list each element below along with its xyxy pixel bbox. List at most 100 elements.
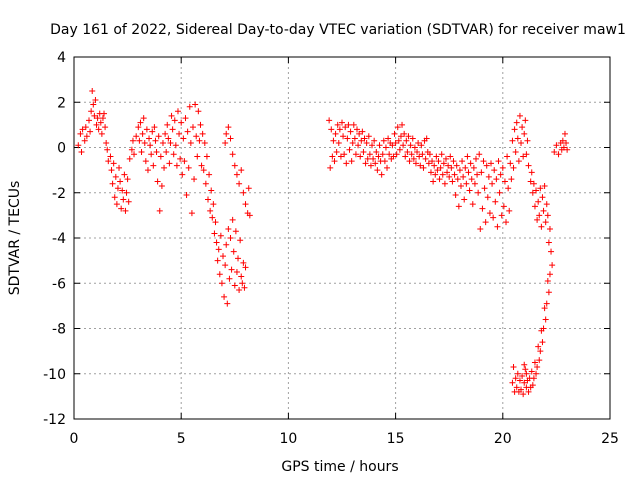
data-point [373,149,380,156]
data-point [429,158,436,165]
data-point [157,153,164,160]
data-point [224,300,231,307]
data-point [196,137,203,144]
data-point [519,373,526,380]
data-point [361,135,368,142]
data-point [168,112,175,119]
data-point [445,162,452,169]
data-point [121,171,128,178]
data-point [79,126,86,133]
data-point [82,124,89,131]
data-point [536,212,543,219]
x-tick-label: 5 [177,431,186,447]
data-point [176,130,183,137]
data-point [453,162,460,169]
x-tick-label: 20 [494,431,512,447]
data-point [385,135,392,142]
data-point [559,137,566,144]
data-point [331,158,338,165]
data-point [359,128,366,135]
data-point [217,232,224,239]
data-point [114,185,121,192]
data-point [380,137,387,144]
data-point [94,115,101,122]
data-point [77,130,84,137]
data-point [169,126,176,133]
data-point [239,280,246,287]
data-point [351,135,358,142]
data-point [418,142,425,149]
data-point [548,248,555,255]
data-point [156,207,163,214]
y-axis-title: SDTVAR / TECUs [7,181,23,296]
data-point [342,124,349,131]
data-point [229,151,236,158]
data-point [551,149,558,156]
data-point [414,149,421,156]
data-point [129,137,136,144]
data-point [439,171,446,178]
data-point [90,101,97,108]
data-point [332,130,339,137]
data-point [452,192,459,199]
data-point [369,142,376,149]
data-point [98,130,105,137]
data-point [408,151,415,158]
data-point [236,287,243,294]
data-point [475,189,482,196]
x-tick-label: 15 [387,431,405,447]
data-point [97,119,104,126]
data-point [390,153,397,160]
data-point [221,293,228,300]
data-point [340,133,347,140]
data-point [523,151,530,158]
data-point [119,187,126,194]
data-point [242,201,249,208]
data-point [126,155,133,162]
data-point [416,153,423,160]
data-point [363,139,370,146]
y-tick-label: -6 [52,276,66,292]
data-point [229,216,236,223]
data-point [531,203,538,210]
data-point [397,133,404,140]
data-point [521,379,528,386]
data-point [192,101,199,108]
data-point [172,142,179,149]
x-tick-label: 0 [70,431,79,447]
data-point [245,185,252,192]
data-point [113,201,120,208]
data-point [238,167,245,174]
data-point [355,142,362,149]
data-point [454,176,461,183]
data-point [516,377,523,384]
data-point [433,153,440,160]
data-point [198,162,205,169]
data-point [218,280,225,287]
data-point [372,160,379,167]
data-point [92,96,99,103]
data-point [246,212,253,219]
data-point [511,126,518,133]
data-point [463,180,470,187]
data-point [362,160,369,167]
data-point [438,151,445,158]
x-tick-label: 25 [601,431,619,447]
data-point [468,176,475,183]
data-point [191,176,198,183]
data-point [406,158,413,165]
data-point [505,185,512,192]
data-point [543,201,550,208]
data-point [462,164,469,171]
data-point [187,139,194,146]
data-point [162,130,169,137]
data-point [542,316,549,323]
data-point [371,137,378,144]
data-point [496,189,503,196]
data-point [486,210,493,217]
data-point [518,139,525,146]
data-point [522,117,529,124]
data-point [189,124,196,131]
data-point [357,153,364,160]
